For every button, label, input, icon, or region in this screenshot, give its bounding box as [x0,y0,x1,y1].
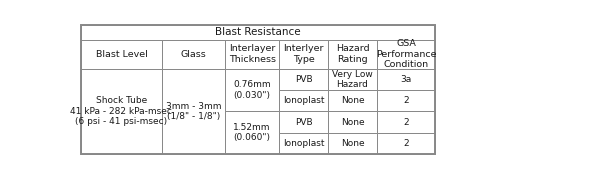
Bar [279,133,328,154]
Text: None: None [341,139,364,148]
Text: Very Low
Hazard: Very Low Hazard [332,70,373,89]
Bar [377,90,436,111]
Bar [162,39,225,69]
Bar [80,39,162,69]
Text: Blast Resistance: Blast Resistance [215,27,301,37]
Text: Glass: Glass [181,50,206,59]
Text: Ionoplast: Ionoplast [283,139,324,148]
Text: Shock Tube
41 kPa - 282 kPa-msec
(6 psi - 41 psi-msec): Shock Tube 41 kPa - 282 kPa-msec (6 psi … [70,96,172,126]
Bar [328,90,377,111]
Bar [377,111,436,133]
Bar [225,111,279,154]
Bar [377,69,436,90]
Bar [328,111,377,133]
Text: None: None [341,118,364,127]
Bar [279,111,328,133]
Bar [279,39,328,69]
Text: Interlayer
Thickness: Interlayer Thickness [229,44,275,64]
Text: Interlyer
Type: Interlyer Type [283,44,324,64]
Bar [80,25,436,154]
Bar [328,39,377,69]
Bar [328,133,377,154]
Text: Blast Level: Blast Level [95,50,148,59]
Text: 2: 2 [403,118,409,127]
Text: 3mm - 3mm
(1/8" - 1/8"): 3mm - 3mm (1/8" - 1/8") [166,102,221,121]
Text: 1.52mm
(0.060"): 1.52mm (0.060") [233,123,271,142]
Text: 2: 2 [403,139,409,148]
Bar [225,69,279,111]
Text: 3a: 3a [401,75,412,84]
Bar [377,39,436,69]
Bar [279,90,328,111]
Bar [162,69,225,154]
Bar [279,69,328,90]
Bar [377,133,436,154]
Bar [328,69,377,90]
Text: PVB: PVB [295,118,313,127]
Bar [80,69,162,154]
Bar [225,39,279,69]
Text: GSA
Performance
Condition: GSA Performance Condition [376,39,436,69]
Text: 0.76mm
(0.030"): 0.76mm (0.030") [233,80,271,100]
Text: Hazard
Rating: Hazard Rating [335,44,370,64]
Bar [80,25,436,39]
Text: PVB: PVB [295,75,313,84]
Text: None: None [341,96,364,105]
Text: 2: 2 [403,96,409,105]
Text: Ionoplast: Ionoplast [283,96,324,105]
